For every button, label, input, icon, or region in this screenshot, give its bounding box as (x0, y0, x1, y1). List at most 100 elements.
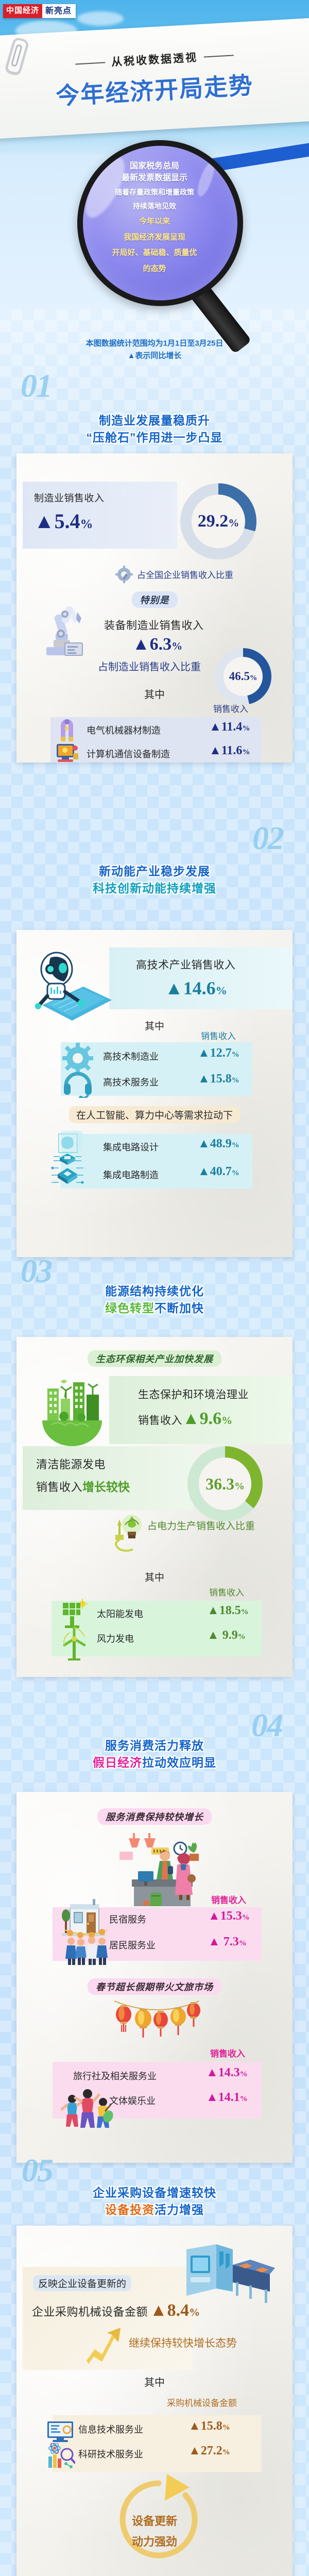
section-04-heading: 服务消费活力释放 假日经济拉动效应明显 (0, 1737, 309, 1772)
section-04-item-0-label: 民宿服务 (109, 1914, 146, 1925)
section-03-title-2a: 绿色转型 (105, 1301, 154, 1315)
section-03-list-band (52, 1601, 262, 1656)
section-05-heading: 企业采购设备增速较快 设备投资活力增强 (0, 2184, 309, 2219)
section-05-title-2b: 活力增强 (154, 2203, 204, 2217)
section-03-tag-wrap: 生态环保相关产业加快发展 (16, 1350, 293, 1367)
section-01-sub-label: 装备制造业销售收入 (104, 620, 204, 632)
section-04-sub-tag: 春节超长假期带火文旅市场 (88, 1978, 221, 1995)
section-01-sub-tag: 特别是 (131, 591, 178, 608)
section-05-main-value: ▲8.4% (150, 2301, 200, 2320)
section-05-tag-wrap: 反映企业设备更新的 (33, 2275, 132, 2291)
section-05-item-0-value: ▲15.8% (188, 2419, 230, 2433)
section-01-donut-value: 29.2% (197, 512, 239, 531)
section-03-item-0-value: ▲18.5% (207, 1604, 249, 1617)
headset-icon (63, 1068, 93, 1098)
section-03-title-1: 能源结构持续优化 (105, 1284, 204, 1298)
section-03-item-1-value: ▲ 9.9% (207, 1629, 246, 1642)
lens-line-3b: 我国经济发展呈现 (123, 232, 185, 242)
robot-icon (27, 944, 114, 1022)
section-04-tag-wrap: 服务消费保持较快增长 (16, 1808, 293, 1825)
section-03-list-intro: 其中 (144, 1572, 164, 1583)
magnet-icon (56, 718, 78, 743)
gear-icon (62, 1042, 94, 1074)
section-05-circle-text-1: 设备更新 (131, 2515, 177, 2528)
section-02-item-1-label: 高技术服务业 (103, 1077, 159, 1088)
section-01-item-1-value: ▲11.6% (209, 744, 250, 757)
data-range-note: 本图数据统计范围均为1月1日至3月25日 ▲表示同比增长 (0, 337, 309, 362)
rule-left (75, 62, 106, 65)
section-02-main-label: 高技术产业销售收入 (136, 959, 236, 971)
lens-line-3a: 今年以来 (139, 217, 170, 226)
robot-arm-icon (38, 602, 88, 658)
section-03-card: 生态环保相关产业加快发展 生态保护和环境治理业 销售收入 ▲9.6% (16, 1337, 293, 1677)
section-02-main-band (109, 947, 293, 1009)
section-03-title-2: 绿色转型不断加快 (0, 1300, 309, 1317)
section-04-title-1: 服务消费活力释放 (105, 1739, 204, 1752)
section-02-item2-0-value: ▲48.9% (198, 1137, 239, 1150)
up-arrow-icon (82, 2324, 124, 2365)
section-05-item-1-label: 科研技术服务业 (78, 2449, 143, 2460)
section-number-04: 04 (251, 1707, 283, 1743)
section-04-item2-0-label: 旅行社及相关服务业 (73, 2071, 157, 2081)
section-03-donut-value: 36.3% (205, 1474, 245, 1493)
section-number-05: 05 (22, 2152, 54, 2189)
section-05-list-band (53, 2415, 262, 2472)
computer-icon (55, 742, 79, 762)
section-01-donut-caption: 占全国企业销售收入比重 (137, 570, 233, 580)
section-01-main-value: ▲5.4% (34, 510, 93, 533)
section-05-item-0-label: 信息技术服务业 (78, 2425, 143, 2435)
section-02-heading: 新动能产业稳步发展 科技创新动能持续增强 (0, 863, 309, 897)
section-02-list-header: 销售收入 (201, 1031, 236, 1041)
section-01-item-0-label: 电气机械器材制造 (87, 725, 161, 736)
section-01-sub-tag-wrap: 特别是 (16, 591, 293, 608)
dancers-icon (61, 2087, 114, 2130)
section-01-main-label: 制造业销售收入 (34, 493, 105, 504)
section-05-main-row: 企业采购机械设备金额 ▲8.4% (32, 2301, 200, 2320)
note-line-2: ▲表示同比增长 (127, 351, 182, 360)
section-03-list-header: 销售收入 (209, 1588, 244, 1598)
shop-cashier-icon (119, 1829, 202, 1911)
section-03-sub-label-2a: 销售收入 (36, 1481, 83, 1494)
section-05-list-intro: 其中 (144, 2377, 165, 2388)
section-05-tag: 反映企业设备更新的 (33, 2275, 132, 2291)
section-03-main-label-2-wrap: 销售收入 ▲9.6% (138, 1409, 232, 1429)
section-02-list-band (61, 1042, 252, 1096)
research-icon (46, 2443, 75, 2470)
section-02-list-band-2 (61, 1134, 252, 1189)
section-03-heading: 能源结构持续优化 绿色转型不断加快 (0, 1283, 309, 1317)
donut-hole (192, 495, 245, 548)
lens-line-1a: 国家税务总局 (129, 161, 179, 171)
section-02-item-0-value: ▲12.7% (198, 1046, 239, 1060)
section-01-sub-value: ▲6.3% (132, 635, 183, 654)
section-05-item-1-value: ▲27.2% (188, 2444, 230, 2458)
section-05-main-note: 继续保持较快增长态势 (129, 2337, 237, 2349)
section-04-title-2a: 假日经济 (93, 1756, 142, 1770)
section-05-card: 反映企业设备更新的 企业采购机械设备金额 ▲8.4% 继续保持较快增长态势 其中… (16, 2226, 293, 2576)
section-01-main-band (23, 482, 177, 549)
section-03-item-0-label: 太阳能发电 (97, 1609, 143, 1619)
bulb-plug-icon (108, 1511, 145, 1552)
section-03-main-band (109, 1376, 293, 1444)
chip-icon (48, 1161, 87, 1191)
solar-panel-icon (61, 1599, 88, 1629)
section-01-heading: 制造业发展量稳质升 “压舱石”作用进一步凸显 (0, 412, 309, 447)
section-05-circle-text-2: 动力强劲 (131, 2535, 177, 2548)
section-04-item-0-value: ▲15.3% (208, 1909, 250, 1923)
cycle-arrow-icon (117, 2474, 200, 2564)
section-03-tag: 生态环保相关产业加快发展 (88, 1350, 221, 1367)
section-05-title-2a: 设备投资 (105, 2203, 154, 2217)
section-01-sub-donut: 46.5% (215, 648, 271, 705)
section-02-card: 高技术产业销售收入 ▲14.6% 其中 销售收入 高技术制造业 ▲12.7% 高… (16, 930, 293, 1257)
section-01-share-label: 占制造业销售收入比重 (98, 662, 201, 673)
green-city-icon (32, 1369, 109, 1446)
brand-tag-red: 中国经济 (3, 4, 43, 19)
wind-turbine-icon (61, 1624, 88, 1660)
section-04-list-header-2: 销售收入 (210, 2049, 245, 2059)
section-04-card: 服务消费保持较快增长 (16, 1792, 293, 2163)
section-01-card: 制造业销售收入 ▲5.4% 29.2% 占全国企业销售收入比重 特别是 (16, 453, 293, 762)
section-02-main-value: ▲14.6% (165, 978, 227, 998)
lens-text-block: 国家税务总局 最新发票数据显示 随着存量政策和增量政策 持续落地见效 今年以来 … (77, 140, 232, 295)
lanterns-icon (112, 1997, 201, 2046)
monitor-icon (46, 2420, 74, 2442)
section-05-list-header: 采购机械设备金额 (167, 2398, 237, 2408)
